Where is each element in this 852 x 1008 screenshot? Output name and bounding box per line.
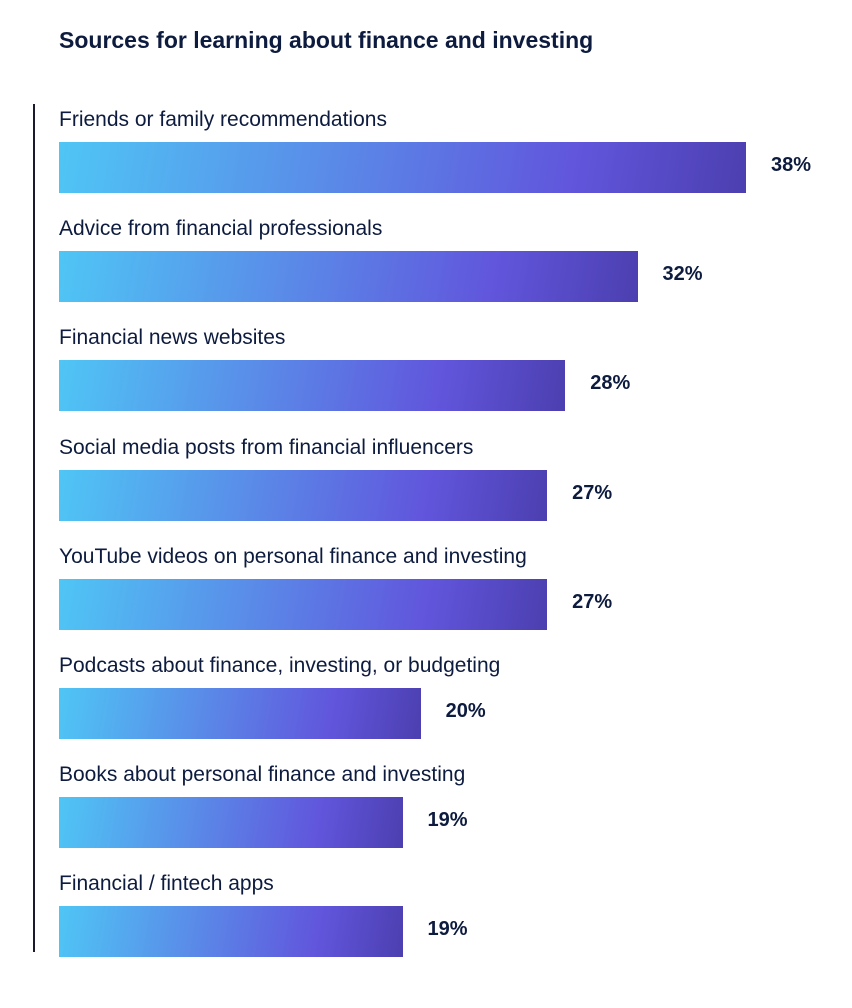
bar-value-label: 19% (427, 809, 468, 832)
bar-category-label: YouTube videos on personal finance and i… (59, 544, 527, 568)
bar (59, 142, 746, 193)
bar-category-label: Podcasts about finance, investing, or bu… (59, 654, 501, 677)
bar-value-label: 32% (662, 263, 703, 286)
bar-category-label: Books about personal finance and investi… (59, 763, 466, 787)
bar (59, 360, 566, 412)
bar (59, 251, 638, 303)
chart-title: Sources for learning about finance and i… (59, 27, 594, 53)
bar-category-label: Advice from financial professionals (59, 217, 383, 241)
bar-value-label: 28% (590, 372, 631, 395)
bar-category-label: Financial / fintech apps (59, 872, 274, 896)
bar (59, 578, 548, 630)
bar (59, 688, 421, 739)
bar (59, 469, 548, 521)
y-axis-line (33, 104, 35, 952)
bar (59, 797, 403, 849)
bar (59, 906, 403, 958)
bar-value-label: 19% (427, 918, 468, 941)
bar-value-label: 20% (445, 700, 486, 722)
bar-value-label: 38% (771, 154, 812, 176)
bar-category-label: Financial news websites (59, 326, 286, 350)
bar-category-label: Social media posts from financial influe… (59, 435, 474, 459)
bar-category-label: Friends or family recommendations (59, 108, 387, 131)
bar-value-label: 27% (572, 481, 613, 504)
bar-value-label: 27% (572, 590, 613, 613)
